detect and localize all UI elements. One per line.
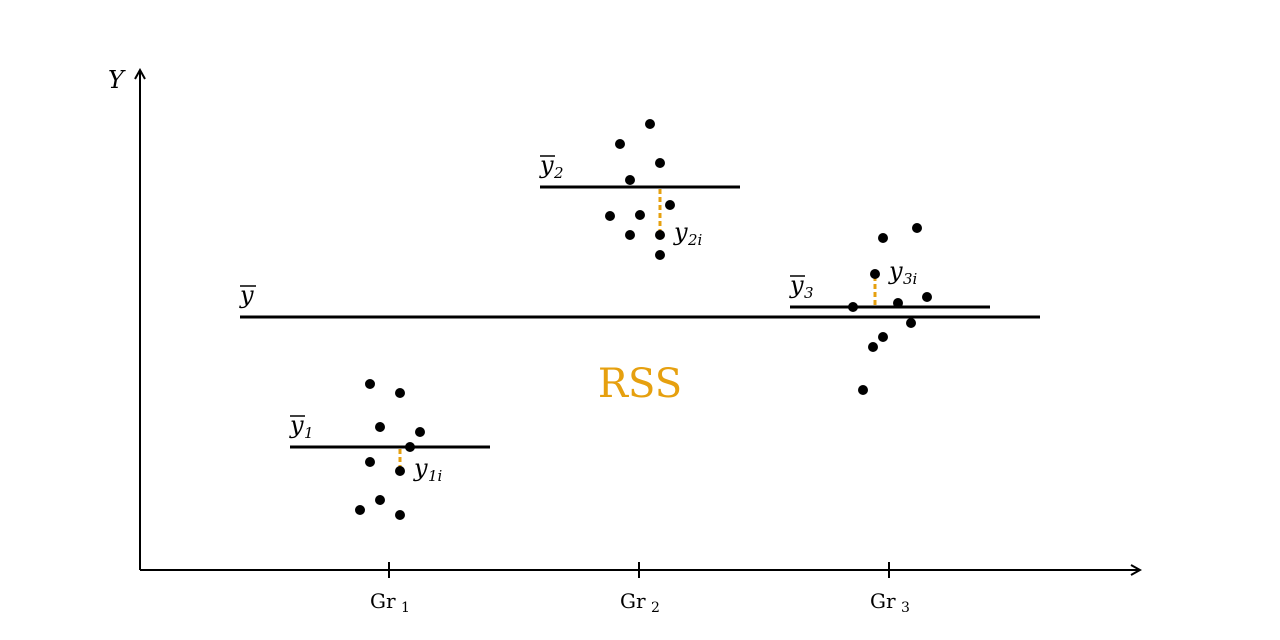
group-1-point-label: y 1i [413,454,443,485]
data-point [375,422,385,432]
svg-text:y: y [239,281,254,309]
svg-text:y: y [888,257,903,285]
data-point [665,200,675,210]
svg-text:3i: 3i [903,270,918,288]
svg-text:2: 2 [651,600,660,616]
overall-mean-label: y [239,281,256,309]
data-point [645,119,655,129]
svg-text:Gr: Gr [370,589,396,613]
data-point [922,292,932,302]
svg-text:Gr: Gr [870,589,896,613]
data-point [625,175,635,185]
svg-text:3: 3 [901,600,910,616]
group-2-point-label: y 2i [673,218,703,249]
svg-text:2i: 2i [687,231,703,249]
data-point [848,302,858,312]
data-point [893,298,903,308]
data-point [365,457,375,467]
group-3-point-label: y 3i [888,257,918,288]
data-point [906,318,916,328]
group-2-points [605,119,675,260]
svg-text:3: 3 [804,284,814,302]
data-point [405,442,415,452]
data-point [635,210,645,220]
x-tick-label-3: Gr 3 [870,589,910,616]
data-point [395,388,405,398]
x-tick-label-1: Gr 1 [370,589,410,616]
group-1-mean-label: y 1 [289,411,314,442]
group-1-points [355,379,425,520]
svg-text:1i: 1i [428,467,443,485]
data-point [655,158,665,168]
y-axis-label: Y [108,66,126,94]
x-tick-label-2: Gr 2 [620,589,660,616]
svg-text:Gr: Gr [620,589,646,613]
data-point [375,495,385,505]
data-point [655,230,665,240]
group-3-points [848,223,932,395]
svg-text:y: y [539,151,554,179]
data-point [355,505,365,515]
svg-text:y: y [289,411,304,439]
data-point [868,342,878,352]
data-point [625,230,635,240]
data-point [605,211,615,221]
group-2-mean-label: y 2 [539,151,564,182]
data-point [365,379,375,389]
data-point [395,510,405,520]
data-point [878,332,888,342]
group-3-mean-label: y 3 [789,271,814,302]
data-point [615,139,625,149]
svg-text:y: y [673,218,688,246]
data-point [878,233,888,243]
data-point [858,385,868,395]
data-point [912,223,922,233]
svg-text:2: 2 [553,164,564,182]
svg-text:1: 1 [401,600,410,616]
svg-text:y: y [789,271,804,299]
data-point [415,427,425,437]
data-point [655,250,665,260]
rss-label: RSS [598,361,682,407]
data-point [870,269,880,279]
svg-text:1: 1 [304,424,314,442]
svg-text:y: y [413,454,428,482]
data-point [395,466,405,476]
